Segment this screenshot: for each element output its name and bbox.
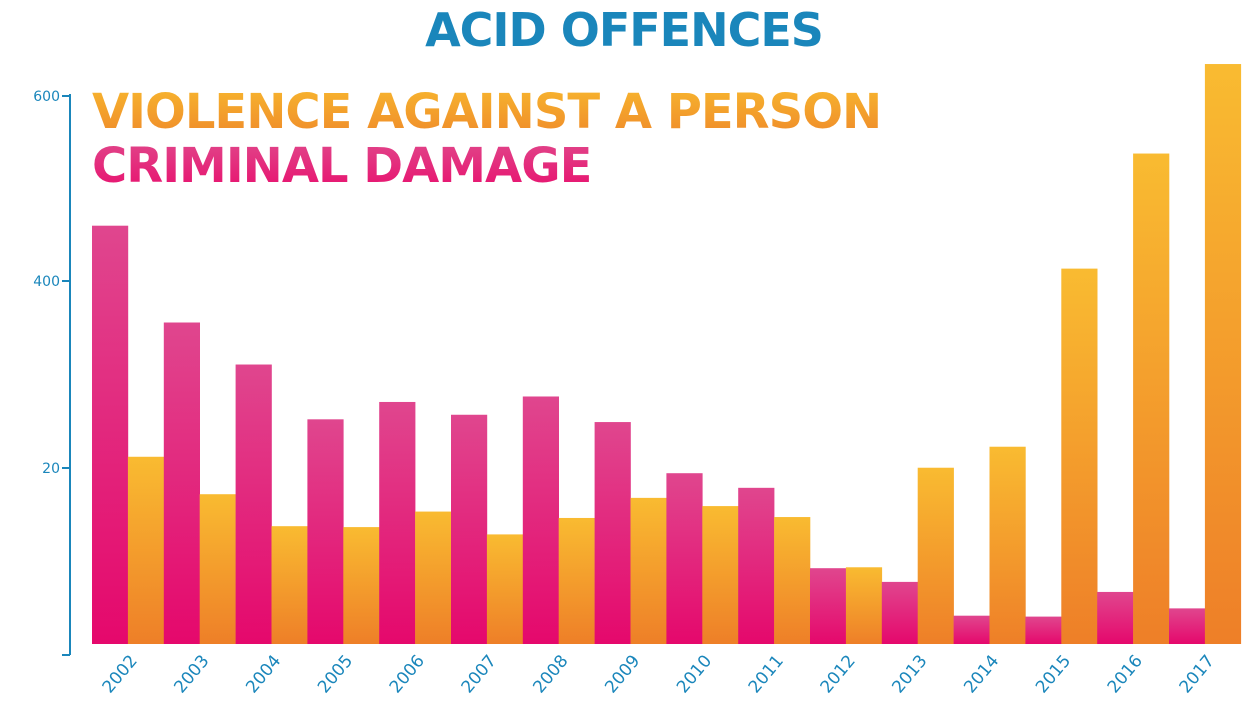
- legend-criminal-damage: CRIMINAL DAMAGE: [92, 138, 592, 194]
- x-tick-label: 2015: [1032, 651, 1075, 697]
- y-tick-label: 20: [42, 461, 60, 477]
- bar-violence-against-a-person: [415, 511, 452, 644]
- legend-violence-against-a-person: VIOLENCE AGAINST A PERSON: [92, 84, 882, 140]
- bar-criminal-damage: [953, 615, 990, 644]
- x-tick-label: 2011: [745, 651, 788, 697]
- x-tick-label: 2008: [529, 651, 572, 697]
- y-axis: 600 400 20: [33, 89, 71, 656]
- bar-violence-against-a-person: [774, 517, 811, 644]
- x-tick-label: 2012: [817, 651, 860, 697]
- bar-criminal-damage: [810, 568, 847, 644]
- bar-criminal-damage: [1097, 591, 1134, 644]
- x-tick-label: 2009: [601, 651, 644, 697]
- bar-violence-against-a-person: [558, 517, 595, 644]
- bar-criminal-damage: [163, 322, 200, 644]
- bar-violence-against-a-person: [199, 494, 236, 644]
- x-tick-label: 2014: [960, 651, 1003, 697]
- bar-criminal-damage: [92, 225, 129, 644]
- bar-violence-against-a-person: [1061, 268, 1098, 644]
- bar-violence-against-a-person: [1133, 153, 1170, 645]
- x-tick-label: 2003: [170, 651, 213, 697]
- bar-violence-against-a-person: [127, 456, 165, 644]
- bar-criminal-damage: [738, 487, 775, 644]
- bar-violence-against-a-person: [271, 526, 308, 644]
- bars: [92, 64, 1242, 645]
- bar-violence-against-a-person: [702, 506, 739, 644]
- bar-criminal-damage: [451, 414, 488, 644]
- x-tick-label: 2017: [1176, 651, 1219, 697]
- bar-criminal-damage: [235, 364, 272, 644]
- chart-title: ACID OFFENCES: [425, 3, 824, 57]
- bar-criminal-damage: [1025, 616, 1062, 644]
- bar-violence-against-a-person: [486, 534, 524, 644]
- bar-violence-against-a-person: [630, 497, 667, 644]
- bar-criminal-damage: [307, 419, 344, 644]
- x-axis-labels: 2002 2003 2004 2005 2006 2007 2008 2009 2010 2011…: [99, 651, 1219, 697]
- x-tick-label: 2010: [673, 651, 716, 697]
- x-tick-label: 2016: [1104, 651, 1147, 697]
- bar-violence-against-a-person: [917, 467, 954, 644]
- bar-criminal-damage: [594, 422, 631, 644]
- y-tick-label: 600: [33, 89, 60, 105]
- x-tick-label: 2007: [458, 651, 501, 697]
- bar-criminal-damage: [522, 396, 559, 644]
- x-tick-label: 2005: [314, 651, 357, 697]
- y-tick-label: 400: [33, 274, 60, 290]
- x-tick-label: 2006: [386, 651, 429, 697]
- bar-criminal-damage: [881, 581, 918, 644]
- bar-violence-against-a-person: [1204, 64, 1242, 645]
- bar-criminal-damage: [1169, 608, 1206, 644]
- bar-violence-against-a-person: [845, 567, 883, 644]
- x-tick-label: 2013: [888, 651, 931, 697]
- bar-criminal-damage: [666, 473, 703, 644]
- bar-violence-against-a-person: [343, 527, 380, 644]
- bar-criminal-damage: [379, 401, 416, 644]
- bar-violence-against-a-person: [989, 446, 1026, 644]
- x-tick-label: 2004: [242, 651, 285, 697]
- x-tick-label: 2002: [99, 651, 142, 697]
